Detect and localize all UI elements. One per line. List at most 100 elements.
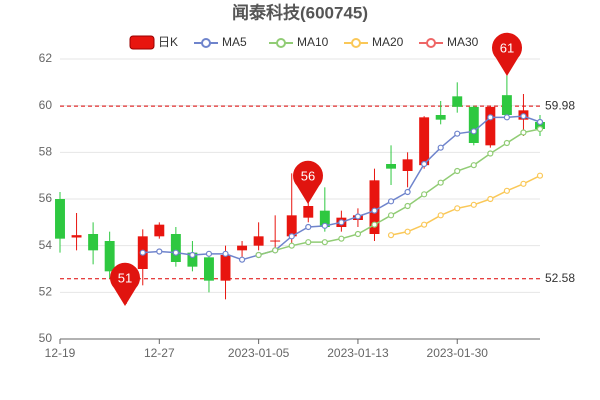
candle-body <box>55 199 65 239</box>
marker-pin <box>293 160 324 204</box>
candle-body <box>369 180 380 234</box>
legend-label: MA30 <box>447 35 479 49</box>
candle-body <box>270 240 281 242</box>
y-tick-label: 56 <box>39 191 53 205</box>
candle-body <box>535 122 545 129</box>
ma-point <box>272 247 279 254</box>
candle-body <box>402 159 413 171</box>
legend-swatch <box>201 38 211 48</box>
ma-point <box>503 114 510 121</box>
ma-point <box>238 256 246 263</box>
ma-point <box>222 250 229 257</box>
ma-point <box>536 118 544 126</box>
chart-title: 闻泰科技(600745) <box>232 2 368 22</box>
ma-point <box>520 129 527 136</box>
candle-body <box>154 224 165 237</box>
ma-point <box>404 188 411 196</box>
candle-body <box>435 115 446 120</box>
ma-point <box>404 228 411 235</box>
ma-point <box>371 221 378 228</box>
ma-point <box>487 195 494 203</box>
ma-point <box>404 202 411 210</box>
ma-point <box>354 213 362 220</box>
ma-point <box>387 232 395 239</box>
ma-point <box>338 235 345 242</box>
ma-point <box>470 162 477 169</box>
ma-point <box>520 113 527 120</box>
y-tick-label: 52 <box>39 285 53 299</box>
ma-point <box>139 249 146 256</box>
ma-point <box>189 251 196 259</box>
ma-point <box>255 251 262 259</box>
candle-body <box>286 215 297 237</box>
legend-swatch <box>276 38 286 48</box>
ma-point <box>536 172 544 179</box>
marker-pin <box>492 32 522 76</box>
x-tick-label: 12-27 <box>144 346 175 360</box>
ma-point <box>487 114 494 121</box>
ma-point <box>470 201 477 208</box>
x-tick-label: 2023-01-05 <box>228 346 290 360</box>
ma-point <box>421 221 428 228</box>
ma-point <box>437 179 444 186</box>
ma-point <box>454 167 461 175</box>
candle-body <box>253 236 264 246</box>
ma-point <box>305 223 312 231</box>
ma-point <box>487 150 494 157</box>
candle-body <box>71 235 82 238</box>
y-tick-label: 62 <box>39 51 53 65</box>
candle-body <box>204 257 214 281</box>
candle-body <box>501 95 512 115</box>
candle-body <box>88 234 99 251</box>
ma-point <box>437 144 444 151</box>
ma-point <box>503 139 510 147</box>
reference-label: 52.58 <box>545 271 575 285</box>
ma-point <box>454 205 461 212</box>
ma-point <box>288 233 295 240</box>
ma-point <box>288 242 295 249</box>
ma-point <box>354 230 362 238</box>
candle-body <box>187 252 198 267</box>
ma-point <box>387 212 395 219</box>
candle-body <box>319 210 330 227</box>
legend-label: MA20 <box>372 35 404 49</box>
ma-point <box>421 191 428 198</box>
legend-label: MA5 <box>222 35 247 49</box>
candle-body <box>452 96 463 107</box>
ma-point <box>520 180 527 187</box>
x-tick-label: 12-19 <box>45 346 76 360</box>
candle-body <box>303 206 314 218</box>
candle-body <box>386 164 396 169</box>
x-tick-label: 2023-01-13 <box>327 346 389 360</box>
ma-point <box>437 212 444 219</box>
ma-point <box>321 222 328 229</box>
legend-swatch <box>426 38 436 48</box>
marker-label: 61 <box>500 40 514 55</box>
candle-body <box>485 106 496 146</box>
legend-label: MA10 <box>297 35 329 49</box>
ma-point <box>536 125 544 133</box>
reference-label: 59.98 <box>545 98 575 112</box>
ma-point <box>205 250 213 257</box>
marker-label: 51 <box>118 270 132 285</box>
ma-point <box>305 239 312 246</box>
candle-body <box>104 241 115 272</box>
ma-point <box>503 187 510 194</box>
candle-body <box>237 245 248 251</box>
candle-body <box>419 117 430 166</box>
candle-body <box>220 255 231 281</box>
ma-point <box>371 207 378 214</box>
ma-point <box>321 239 328 246</box>
ma-line <box>390 174 541 236</box>
ma-point <box>454 130 461 137</box>
x-tick-label: 2023-01-30 <box>427 346 489 360</box>
marker-label: 56 <box>301 168 315 183</box>
legend-swatch <box>129 35 155 50</box>
y-tick-label: 54 <box>39 238 53 252</box>
legend-label: 日K <box>158 35 178 49</box>
ma-point <box>156 248 163 255</box>
ma-point <box>338 219 345 226</box>
y-tick-label: 58 <box>39 145 53 159</box>
candle-body <box>468 106 479 143</box>
